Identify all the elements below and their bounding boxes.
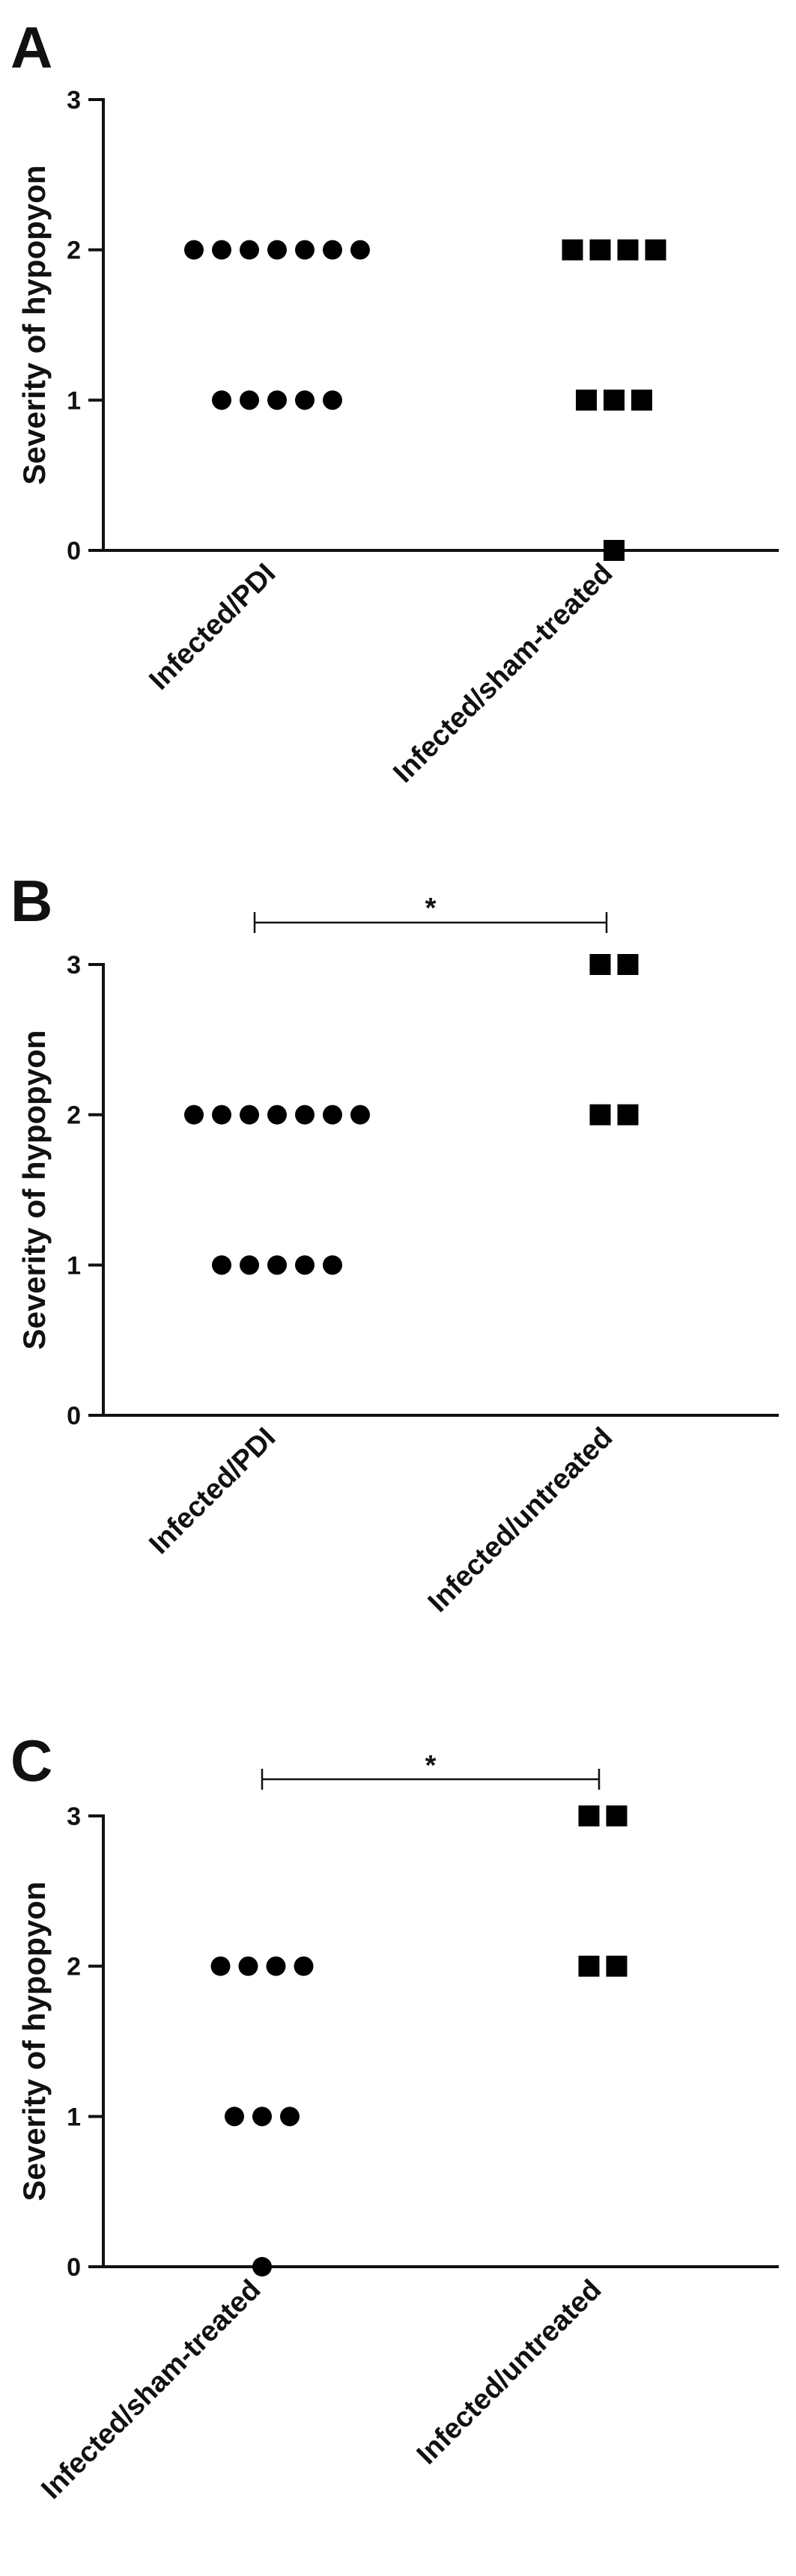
data-point (252, 2257, 272, 2276)
data-point (267, 1255, 287, 1275)
data-point (578, 1805, 600, 1826)
data-point (606, 1805, 628, 1826)
category-label: Infected/PDI (143, 1422, 282, 1561)
data-point (267, 240, 287, 260)
data-point (267, 390, 287, 410)
significance-bracket (253, 912, 608, 933)
data-point (589, 239, 611, 261)
y-axis-label: Severity of hypopyon (16, 165, 52, 484)
data-point (589, 1104, 611, 1126)
category-label: Infected/sham-treated (35, 2274, 267, 2506)
y-tick-label: 1 (67, 386, 81, 415)
data-point (350, 240, 370, 260)
category-label: Infected/PDI (143, 558, 282, 696)
significance-star: * (425, 893, 437, 924)
y-tick-label: 3 (67, 86, 81, 115)
data-point (295, 240, 315, 260)
y-axis-label: Severity of hypopyon (16, 1881, 52, 2201)
data-point (266, 1956, 286, 1976)
category-label: Infected/untreated (422, 1422, 619, 1619)
data-point (240, 240, 259, 260)
data-point (589, 954, 611, 975)
data-point (184, 240, 204, 260)
significance-star: * (425, 1750, 437, 1781)
data-point (350, 1105, 370, 1125)
data-point (295, 1105, 315, 1125)
panel-A: A 0 1 2 3 Severity of hypopyon Infected/PDI Inf… (10, 14, 779, 789)
data-point (631, 389, 652, 411)
panel-B: B 0 1 2 3 Severity of hypopyon Infected/PDI Inf… (10, 868, 779, 1618)
data-point (295, 1255, 315, 1275)
data-point (323, 390, 342, 410)
y-tick-label: 0 (67, 537, 81, 565)
data-point (212, 240, 231, 260)
data-point (562, 239, 583, 261)
data-point (294, 1956, 314, 1976)
panel-C: C 0 1 2 3 Severity of hypopyon Infected/sham-t… (10, 1728, 779, 2506)
data-point (578, 1955, 600, 1977)
y-tick-label: 2 (67, 1953, 81, 1981)
data-point (617, 239, 639, 261)
data-point (184, 1105, 204, 1125)
data-point (606, 1955, 628, 1977)
y-tick-label: 1 (67, 1251, 81, 1280)
data-point (240, 1255, 259, 1275)
y-tick-label: 1 (67, 2103, 81, 2131)
data-point (252, 2106, 272, 2127)
panel-letter: A (10, 14, 52, 80)
data-point (280, 2106, 300, 2127)
data-point (323, 240, 342, 260)
data-point (617, 954, 639, 975)
panel-letter: B (10, 868, 52, 934)
y-axis-label: Severity of hypopyon (16, 1030, 52, 1349)
data-point (238, 1956, 258, 1976)
y-tick-label: 2 (67, 237, 81, 265)
data-point (240, 1105, 259, 1125)
category-label: Infected/sham-treated (387, 558, 619, 789)
data-point (576, 389, 597, 411)
data-point (225, 2106, 244, 2127)
data-point (210, 1956, 231, 1976)
data-point (212, 1255, 231, 1275)
data-point (604, 540, 625, 561)
data-point (617, 1104, 639, 1126)
y-tick-label: 0 (67, 1402, 81, 1430)
data-point (323, 1255, 342, 1275)
data-point (240, 390, 259, 410)
data-point (267, 1105, 287, 1125)
data-point (212, 390, 231, 410)
y-tick-label: 2 (67, 1102, 81, 1130)
data-point (295, 390, 315, 410)
data-point (323, 1105, 342, 1125)
data-point (645, 239, 666, 261)
significance-bracket (261, 1769, 601, 1790)
panel-letter: C (10, 1728, 52, 1793)
y-tick-label: 3 (67, 951, 81, 979)
y-tick-label: 3 (67, 1802, 81, 1831)
data-point (604, 389, 625, 411)
y-tick-label: 0 (67, 2253, 81, 2282)
category-label: Infected/untreated (411, 2274, 608, 2471)
data-point (212, 1105, 231, 1125)
